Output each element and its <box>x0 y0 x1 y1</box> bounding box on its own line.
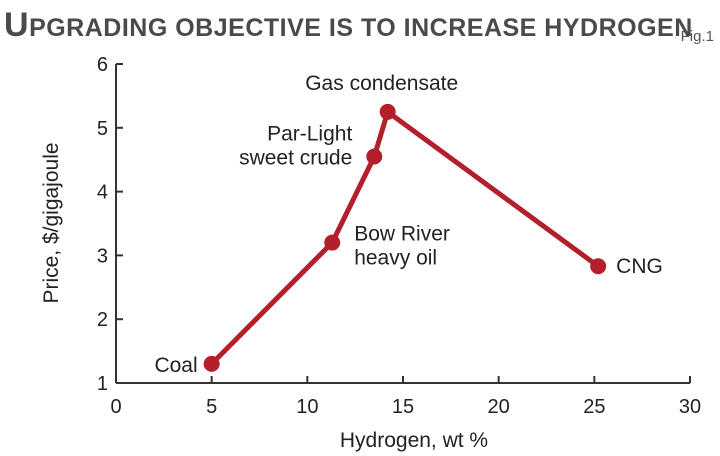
figure-number: Fig.1 <box>680 28 714 45</box>
data-series <box>203 103 607 372</box>
y-tick-label: 4 <box>97 182 108 204</box>
x-tick-label: 20 <box>488 396 510 418</box>
chart-title: UPGRADING OBJECTIVE IS TO INCREASE HYDRO… <box>4 8 693 42</box>
x-tick-label: 10 <box>296 396 318 418</box>
point-label: CNG <box>616 255 663 278</box>
data-point <box>379 103 396 120</box>
x-tick-label: 25 <box>583 396 605 418</box>
point-label: Coal <box>154 354 197 377</box>
y-tick-label: 2 <box>97 309 108 331</box>
y-tick-label: 1 <box>97 373 108 395</box>
x-tick-label: 0 <box>110 396 121 418</box>
y-tick-label: 3 <box>97 245 108 267</box>
chart-title-rest: PGRADING OBJECTIVE IS TO INCREASE HYDROG… <box>29 14 693 42</box>
point-label: Gas condensate <box>305 72 458 95</box>
data-point <box>324 234 341 251</box>
x-tick-label: 15 <box>392 396 414 418</box>
y-tick-label: 5 <box>97 118 108 140</box>
x-tick-label: 30 <box>679 396 701 418</box>
point-label: Bow River <box>354 223 450 246</box>
chart-title-initial: U <box>4 6 30 44</box>
point-label: sweet crude <box>239 147 352 170</box>
data-point <box>590 258 607 275</box>
point-label: heavy oil <box>354 247 437 270</box>
data-point <box>203 355 220 372</box>
y-tick-label: 6 <box>97 54 108 76</box>
data-point <box>366 148 383 165</box>
axes: 1 2 3 4 5 6 0 5 10 15 20 25 30 Hydrogen, wt % Price, $… <box>40 54 701 452</box>
y-axis-title: Price, $/gigajoule <box>40 142 63 303</box>
point-label: Par-Light <box>267 123 352 146</box>
x-tick-label: 5 <box>206 396 217 418</box>
x-axis-title: Hydrogen, wt % <box>340 429 488 452</box>
